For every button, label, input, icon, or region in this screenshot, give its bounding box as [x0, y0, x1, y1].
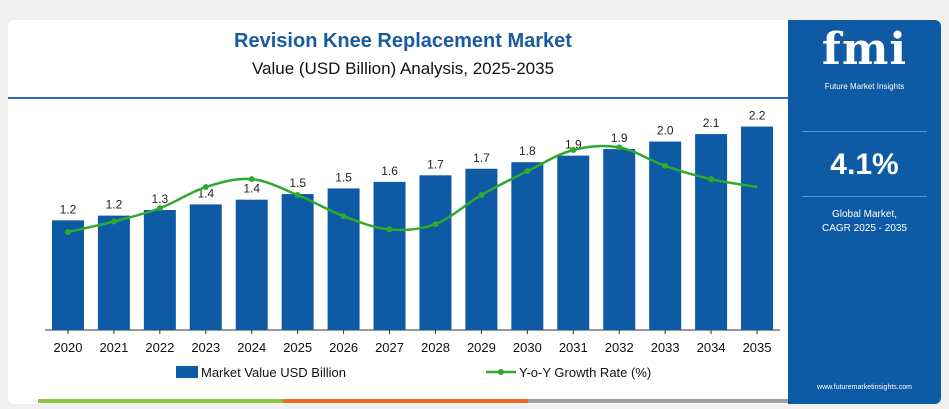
- bar-value-label: 2.0: [657, 124, 674, 138]
- bar: [557, 155, 590, 330]
- bar: [235, 199, 268, 330]
- legend-line-marker: [498, 369, 504, 375]
- bar: [189, 204, 222, 330]
- cagr-value: 4.1%: [830, 148, 899, 181]
- bar: [327, 188, 360, 330]
- growth-rate-point: [662, 162, 669, 169]
- growth-rate-point: [340, 213, 347, 220]
- growth-rate-point: [64, 229, 71, 236]
- bar-value-label: 1.4: [197, 186, 214, 200]
- x-tick-label: 2032: [605, 340, 634, 355]
- growth-rate-point: [294, 192, 301, 198]
- growth-rate-point: [110, 218, 117, 225]
- bar: [281, 194, 314, 330]
- header-divider: [8, 97, 788, 99]
- bar-value-label: 1.2: [60, 202, 77, 216]
- bottom-strip-green: [38, 399, 283, 403]
- growth-rate-point: [432, 221, 439, 228]
- bar-value-label: 1.5: [335, 170, 352, 184]
- legend-bar-swatch: [176, 366, 198, 378]
- website-link[interactable]: www.futuremarketinsights.com: [817, 384, 912, 391]
- growth-rate-point: [248, 176, 255, 183]
- bar-value-label: 1.4: [243, 182, 260, 196]
- x-tick-label: 2024: [237, 340, 266, 355]
- logo-subtext: Future Market Insights: [824, 82, 905, 91]
- bar: [649, 141, 682, 330]
- bar-value-label: 1.9: [611, 131, 628, 145]
- x-tick-label: 2027: [375, 340, 404, 355]
- bottom-strip-orange: [283, 399, 528, 403]
- bar-value-label: 1.6: [381, 164, 398, 178]
- x-tick-label: 2034: [697, 340, 726, 355]
- x-tick-label: 2022: [145, 340, 174, 355]
- x-tick-label: 2025: [283, 340, 312, 355]
- bar-value-label: 1.7: [427, 157, 444, 171]
- bar-value-label: 2.1: [703, 116, 720, 130]
- legend-line-label: Y-o-Y Growth Rate (%): [519, 365, 651, 380]
- growth-rate-point: [708, 176, 715, 183]
- bar: [419, 175, 452, 330]
- cagr-label-line1: Global Market,: [831, 209, 898, 220]
- cagr-label: Global Market, CAGR 2025 - 2035: [788, 208, 941, 236]
- panel-divider: [802, 131, 927, 132]
- bar: [143, 210, 176, 330]
- chart-subtitle: Value (USD Billion) Analysis, 2025-2035: [251, 59, 555, 78]
- side-panel: fmi Future Market Insights 4.1% Global M…: [788, 20, 941, 404]
- growth-rate-point: [570, 147, 577, 153]
- bar: [695, 134, 728, 330]
- x-tick-label: 2030: [513, 340, 542, 355]
- bar-value-label: 1.2: [106, 198, 123, 212]
- x-tick-label: 2033: [651, 340, 680, 355]
- x-tick-label: 2021: [99, 340, 128, 355]
- bar: [511, 162, 544, 330]
- bar-value-label: 1.8: [519, 144, 536, 158]
- panel-divider: [802, 196, 927, 197]
- growth-rate-point: [478, 192, 485, 198]
- x-tick-label: 2020: [54, 340, 83, 355]
- x-tick-label: 2029: [467, 340, 496, 355]
- bar-line-chart: 2020 1.2 2021 1.2 2022 1.3 2023 1.4 2024 1.4 2025 1…: [45, 109, 780, 380]
- x-tick-label: 2035: [743, 340, 772, 355]
- bar: [741, 126, 774, 330]
- bar: [97, 215, 130, 330]
- fmi-logo: fmi: [821, 24, 908, 75]
- growth-rate-line: [67, 144, 758, 234]
- bar-value-label: 1.5: [289, 176, 306, 190]
- growth-rate-point: [524, 168, 531, 175]
- chart-card: Revision Knee Replacement Market Value (…: [8, 20, 941, 404]
- x-tick-label: 2026: [329, 340, 358, 355]
- chart-title: Revision Knee Replacement Market: [234, 30, 572, 52]
- bar-value-label: 1.7: [473, 151, 490, 165]
- x-tick-label: 2028: [421, 340, 450, 355]
- cagr-label-line2: CAGR 2025 - 2035: [821, 223, 908, 234]
- legend-bar-label: Market Value USD Billion: [201, 365, 346, 380]
- growth-rate-point: [386, 226, 393, 233]
- x-tick-label: 2023: [191, 340, 220, 355]
- growth-rate-point: [156, 205, 163, 212]
- bar: [51, 220, 84, 330]
- growth-rate-point: [202, 184, 209, 191]
- bar-value-label: 1.3: [152, 192, 169, 206]
- growth-rate-point: [616, 144, 623, 151]
- bar-value-label: 2.2: [749, 109, 766, 123]
- bottom-strip-gray: [528, 399, 788, 403]
- bar: [603, 149, 636, 330]
- bar: [373, 181, 406, 330]
- x-tick-label: 2031: [559, 340, 588, 355]
